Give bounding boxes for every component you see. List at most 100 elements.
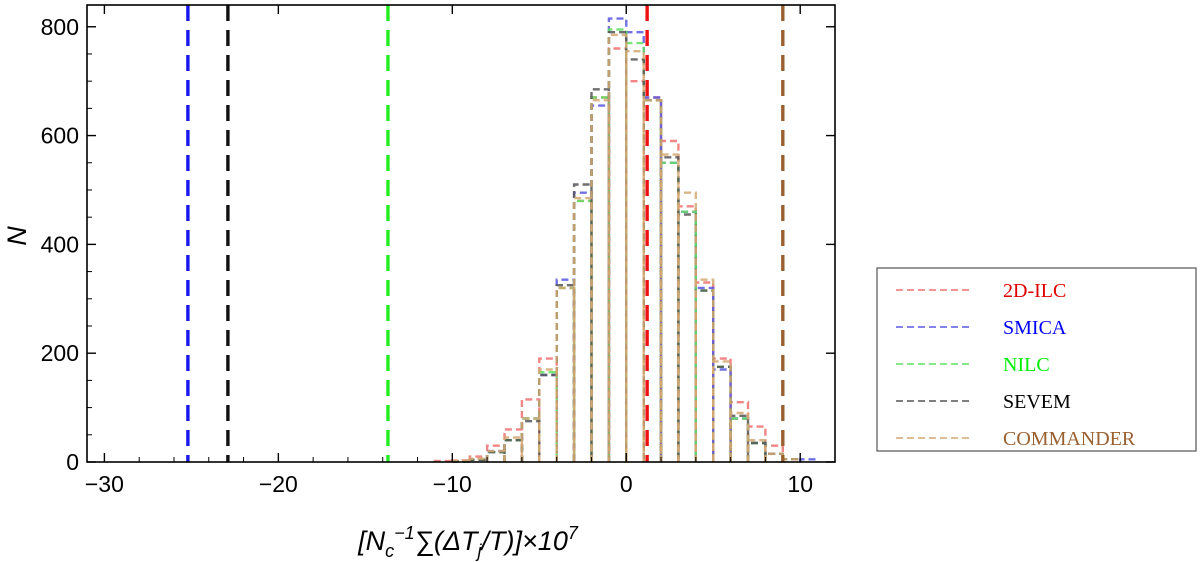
bar-smica-14 bbox=[659, 161, 680, 462]
bar-2d-ilc-14 bbox=[659, 139, 680, 462]
bar-smica-16 bbox=[694, 286, 715, 462]
bar-nilc-10 bbox=[590, 96, 611, 462]
bar-nilc-4 bbox=[485, 451, 506, 462]
bar-commander-13 bbox=[642, 99, 663, 462]
x-label-open: [ bbox=[357, 526, 368, 556]
bar-2d-ilc-7 bbox=[538, 357, 558, 462]
x-tick-label-4: 10 bbox=[787, 471, 813, 497]
x-label-dt: ΔT bbox=[442, 526, 480, 556]
legend-label-2d-ilc: 2D-ILC bbox=[1003, 280, 1066, 302]
bar-2d-ilc-11 bbox=[607, 47, 628, 462]
bar-smica-6 bbox=[520, 417, 541, 462]
legend-label-smica: SMICA bbox=[1003, 317, 1067, 339]
bar-nilc-7 bbox=[538, 371, 558, 462]
x-tick-label-1: −20 bbox=[259, 471, 298, 497]
bar-commander-17 bbox=[712, 360, 732, 462]
bar-commander-16 bbox=[694, 278, 715, 462]
x-axis-ticks: −30 −20 −10 0 10 bbox=[85, 5, 813, 497]
bar-nilc-9 bbox=[572, 199, 593, 462]
y-axis-ticks: 0 200 400 600 800 bbox=[41, 14, 835, 475]
bar-commander-9 bbox=[572, 196, 593, 462]
bar-smica-17 bbox=[712, 368, 732, 462]
bar-sevem-4 bbox=[485, 451, 506, 462]
x-label-sum: ∑( bbox=[415, 526, 446, 556]
bar-smica-7 bbox=[538, 373, 558, 462]
bar-nilc-16 bbox=[694, 289, 715, 462]
y-tick-label-3: 600 bbox=[41, 123, 79, 149]
bar-smica-5 bbox=[503, 439, 524, 462]
bar-2d-ilc-20 bbox=[764, 444, 784, 462]
bar-nilc-5 bbox=[503, 439, 524, 462]
bar-sevem-20 bbox=[764, 452, 784, 462]
legend-label-sevem: SEVEM bbox=[1003, 391, 1071, 413]
bar-sevem-16 bbox=[694, 289, 715, 462]
bar-smica-20 bbox=[764, 452, 784, 462]
bar-nilc-15 bbox=[677, 210, 697, 462]
legend-label-commander: COMMANDER bbox=[1003, 428, 1136, 450]
bar-commander-11 bbox=[607, 33, 628, 462]
bar-sevem-18 bbox=[729, 414, 750, 462]
bar-nilc-20 bbox=[764, 452, 784, 462]
bar-commander-20 bbox=[764, 452, 784, 462]
x-label-n: N bbox=[366, 526, 386, 556]
x-axis-title: [Nc−1∑(ΔTj/T)]×107 bbox=[357, 523, 579, 561]
legend-box bbox=[876, 267, 1197, 452]
bar-nilc-17 bbox=[712, 365, 732, 462]
bar-sevem-19 bbox=[746, 441, 767, 462]
bar-commander-15 bbox=[677, 191, 697, 462]
y-tick-label-0: 0 bbox=[66, 449, 79, 475]
bar-smica-18 bbox=[729, 417, 750, 462]
bar-2d-ilc-19 bbox=[746, 425, 767, 462]
bar-2d-ilc-5 bbox=[503, 428, 524, 462]
bar-2d-ilc-8 bbox=[555, 286, 576, 462]
x-label-sub-c: c bbox=[385, 541, 394, 561]
legend-label-nilc: NILC bbox=[1003, 354, 1050, 376]
bar-nilc-14 bbox=[659, 161, 680, 462]
bar-sevem-15 bbox=[677, 213, 697, 462]
bar-2d-ilc-17 bbox=[712, 357, 732, 462]
bar-2d-ilc-15 bbox=[677, 205, 697, 462]
bar-sevem-14 bbox=[659, 156, 680, 462]
bar-sevem-5 bbox=[503, 439, 524, 462]
bar-nilc-19 bbox=[746, 441, 767, 462]
bar-smica-8 bbox=[555, 278, 576, 462]
y-tick-label-2: 400 bbox=[41, 231, 79, 257]
histogram-bars bbox=[433, 17, 819, 463]
bar-commander-18 bbox=[729, 411, 750, 462]
bar-2d-ilc-9 bbox=[572, 199, 593, 462]
x-label-sup-m1: −1 bbox=[394, 523, 415, 543]
bar-sevem-11 bbox=[607, 31, 628, 462]
bar-commander-10 bbox=[590, 99, 611, 462]
bar-nilc-11 bbox=[607, 28, 628, 462]
bar-commander-7 bbox=[538, 368, 558, 462]
bar-sevem-10 bbox=[590, 88, 611, 462]
bar-2d-ilc-16 bbox=[694, 281, 715, 462]
bar-smica-11 bbox=[607, 17, 628, 462]
legend: 2D-ILC SMICA NILC SEVEM COMMANDER bbox=[876, 267, 1197, 452]
x-label-sup-7: 7 bbox=[568, 523, 579, 543]
bar-2d-ilc-12 bbox=[625, 80, 645, 462]
y-tick-label-1: 200 bbox=[41, 340, 79, 366]
bar-commander-8 bbox=[555, 286, 576, 462]
bar-2d-ilc-18 bbox=[729, 401, 750, 462]
bar-2d-ilc-6 bbox=[520, 398, 541, 462]
bar-sevem-6 bbox=[520, 420, 541, 462]
bar-smica-12 bbox=[625, 31, 645, 462]
bar-nilc-18 bbox=[729, 417, 750, 462]
x-tick-label-2: −10 bbox=[433, 471, 472, 497]
bar-smica-15 bbox=[677, 210, 697, 462]
bar-sevem-8 bbox=[555, 284, 576, 462]
bar-commander-19 bbox=[746, 439, 767, 462]
bar-sevem-17 bbox=[712, 365, 732, 462]
bar-sevem-7 bbox=[538, 373, 558, 462]
bar-smica-10 bbox=[590, 104, 611, 462]
bar-nilc-6 bbox=[520, 417, 541, 462]
bar-commander-5 bbox=[503, 436, 524, 462]
y-axis-title: N bbox=[2, 226, 32, 246]
x-tick-label-3: 0 bbox=[620, 471, 633, 497]
bar-commander-12 bbox=[625, 50, 645, 462]
bar-commander-14 bbox=[659, 153, 680, 462]
x-tick-label-0: −30 bbox=[85, 471, 124, 497]
bar-commander-6 bbox=[520, 417, 541, 462]
